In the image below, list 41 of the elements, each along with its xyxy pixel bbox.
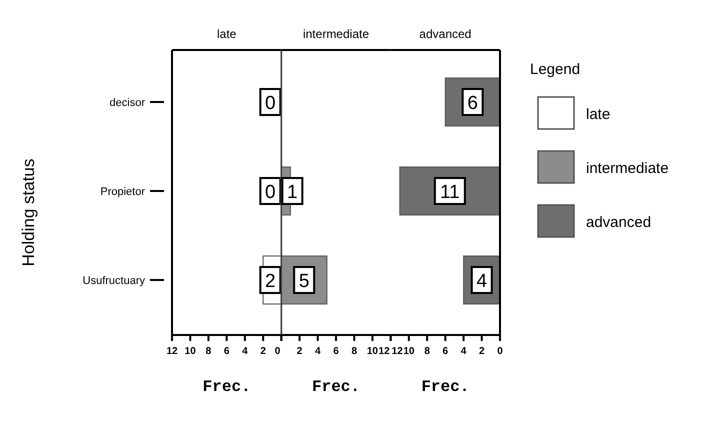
legend-title: Legend: [530, 61, 580, 78]
x-tick-label: 12: [392, 346, 404, 357]
data-label: 4: [476, 271, 488, 292]
x-tick-label: 6: [224, 346, 230, 357]
x-tick-label: 8: [351, 346, 358, 357]
legend-label: intermediate: [586, 160, 669, 177]
x-tick-label: 6: [442, 346, 449, 357]
x-axis-title: Frec.: [312, 378, 360, 396]
y-axis-title: Holding status: [19, 158, 38, 266]
x-tick-label: 4: [460, 346, 467, 357]
legend-label: late: [586, 106, 610, 123]
x-tick-label: 10: [366, 346, 378, 357]
chart-title: late: [216, 27, 237, 41]
data-label: 6: [467, 93, 478, 114]
data-label: 5: [298, 271, 310, 292]
chart-title: advanced: [419, 27, 472, 41]
data-label: 0: [265, 182, 276, 203]
y-tick-label: decisor: [110, 97, 146, 109]
x-tick-label: 2: [296, 346, 303, 357]
x-tick-label: 0: [274, 346, 281, 357]
x-tick-label: 4: [314, 346, 321, 357]
y-tick-label: Propietor: [100, 186, 146, 198]
legend-label: advanced: [586, 214, 652, 231]
chart-title: intermediate: [302, 27, 370, 41]
x-tick-label: 12: [378, 346, 390, 357]
x-axis-title: Frec.: [421, 378, 470, 396]
data-label: 0: [265, 93, 276, 114]
x-axis-title: Frec.: [202, 378, 251, 396]
x-tick-label: 10: [403, 346, 415, 357]
x-tick-label: 8: [424, 346, 430, 357]
y-tick-label: Usufructuary: [82, 275, 146, 287]
x-tick-label: 2: [260, 346, 266, 357]
x-tick-label: 0: [497, 346, 504, 357]
x-tick-label: 2: [478, 346, 485, 357]
x-tick-label: 6: [333, 346, 340, 357]
data-label: 1: [287, 182, 298, 203]
x-tick-label: 8: [206, 346, 212, 357]
x-tick-label: 10: [184, 346, 196, 357]
x-tick-label: 4: [242, 346, 248, 357]
data-label: 11: [440, 182, 460, 203]
x-tick-label: 12: [166, 346, 178, 357]
